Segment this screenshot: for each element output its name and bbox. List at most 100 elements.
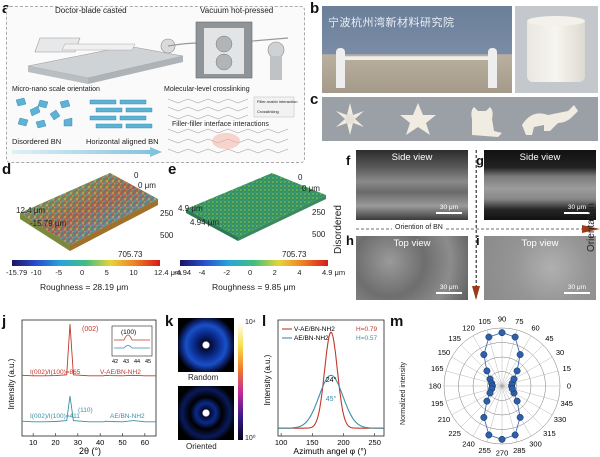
colorbar-tick: -2 bbox=[223, 268, 230, 277]
filler-matrix-tag: Filler-matrix interaction bbox=[257, 99, 298, 104]
fabrication-illustration bbox=[27, 21, 289, 84]
j-xlabel: 2θ (°) bbox=[79, 446, 101, 456]
d-colorbar-ticks: -15.79 -10 -5 0 5 10 12.4 μm bbox=[4, 268, 181, 278]
polar-angle-label: 120 bbox=[462, 323, 475, 332]
d-tick-y705: 705.73 bbox=[118, 250, 143, 259]
xrd-series-line bbox=[21, 323, 156, 377]
panel-label-h: h bbox=[346, 233, 354, 248]
polar-spoke bbox=[460, 385, 503, 428]
panel-label-b: b bbox=[310, 0, 320, 17]
colorbar-tick: 10 bbox=[129, 268, 138, 277]
j-xtick-label: 40 bbox=[96, 438, 104, 447]
d-tick-y250: 250 bbox=[160, 209, 174, 218]
j-peak100: (100) bbox=[121, 329, 136, 336]
l-fwhm2: 45° bbox=[326, 395, 337, 403]
polar-point bbox=[513, 397, 521, 405]
e-tick-y705: 705.73 bbox=[282, 250, 307, 259]
surface-map-d bbox=[20, 173, 158, 251]
colorbar-tick: 12.4 μm bbox=[154, 268, 182, 277]
j-inset-line-bot bbox=[114, 345, 150, 349]
polar-angle-label: 255 bbox=[478, 446, 491, 455]
saxs-random bbox=[178, 318, 234, 372]
polar-spoke bbox=[501, 385, 532, 437]
polar-angle-label: 225 bbox=[448, 429, 461, 438]
colorbar-tick: -10 bbox=[30, 268, 42, 277]
polar-point bbox=[511, 333, 519, 341]
polar-angle-label: 165 bbox=[431, 364, 444, 373]
j-inset-tick: 44 bbox=[134, 359, 140, 365]
panel-label-f: f bbox=[346, 153, 351, 168]
panel-label-g: g bbox=[476, 153, 484, 168]
l-legend2: AE/BN-NH2 bbox=[294, 335, 329, 342]
sem-top-oriented: Top view 30 μm bbox=[484, 236, 596, 300]
panel-label-k: k bbox=[165, 313, 174, 330]
e-zmin: 4.94 μm bbox=[190, 218, 220, 227]
polar-spoke bbox=[472, 335, 503, 387]
d-tick-y500: 500 bbox=[160, 231, 174, 240]
top-view-label: Top view bbox=[393, 238, 431, 249]
polar-angle-label: 300 bbox=[529, 440, 542, 449]
polar-chart: 0153045607590105120135150165180195210225… bbox=[429, 315, 573, 457]
person-left bbox=[336, 48, 345, 88]
film-roll-photo bbox=[515, 6, 598, 93]
polar-angle-label: 15 bbox=[563, 364, 571, 373]
d-zmin: -15.79 μm bbox=[30, 219, 67, 228]
aligned-arrow-icon bbox=[12, 147, 162, 157]
j-xtick-label: 20 bbox=[51, 438, 59, 447]
k-colorbar bbox=[238, 322, 243, 440]
colorbar-tick: -15.79 bbox=[6, 268, 28, 277]
e-tick-y0: 0 bbox=[298, 173, 303, 182]
panel-label-e: e bbox=[168, 161, 177, 178]
colorbar-tick: 2 bbox=[272, 268, 277, 277]
polar-angle-label: 75 bbox=[515, 317, 523, 326]
polar-angle-label: 150 bbox=[438, 348, 451, 357]
polar-angle-label: 105 bbox=[478, 317, 491, 326]
lab-photo bbox=[322, 6, 512, 93]
polar-point bbox=[516, 351, 524, 359]
l-fwhm1: 24° bbox=[326, 376, 337, 384]
polar-angle-label: 210 bbox=[438, 415, 451, 424]
panel-label-d: d bbox=[2, 161, 12, 178]
polar-angle-label: 345 bbox=[560, 399, 573, 408]
j-inset-tick: 42 bbox=[112, 359, 118, 365]
e-colorbar bbox=[180, 260, 328, 266]
polar-spoke bbox=[460, 344, 503, 387]
hot-pressed-title: Vacuum hot-pressed bbox=[200, 6, 274, 15]
sem-top-disordered: Top view 30 μm bbox=[356, 236, 468, 300]
scale-bar: 30 μm bbox=[564, 204, 590, 214]
polar-angle-label: 45 bbox=[545, 334, 553, 343]
side-view-label: Side view bbox=[391, 152, 433, 163]
polar-spoke bbox=[501, 344, 544, 387]
j-xtick-label: 10 bbox=[29, 438, 37, 447]
saxs-oriented bbox=[178, 386, 234, 440]
polar-angle-label: 60 bbox=[531, 323, 539, 332]
institute-sign: 宁波杭州湾新材料研究院 bbox=[328, 16, 455, 29]
j-axes-frame bbox=[21, 319, 157, 437]
j-inset-line-top bbox=[114, 334, 150, 341]
polar-spoke bbox=[501, 335, 532, 387]
crosslink-title: Molecular-level crosslinking bbox=[164, 86, 250, 93]
oriented-label: Oriented bbox=[186, 442, 217, 451]
colorbar-tick: 4 bbox=[297, 268, 302, 277]
filler-interface-title: Filler-filler interface interactions bbox=[172, 121, 269, 128]
d-colorbar bbox=[12, 260, 160, 266]
polar-spoke bbox=[472, 385, 503, 437]
polar-angle-label: 315 bbox=[543, 429, 556, 438]
polar-point bbox=[483, 397, 491, 405]
colorbar-tick: 5 bbox=[104, 268, 109, 277]
polar-point bbox=[508, 385, 516, 393]
disordered-axis-label: Disordered bbox=[333, 205, 344, 254]
orientation-title: Micro-nano scale orientation bbox=[12, 86, 100, 93]
e-colorbar-ticks: -4.94 -4 -2 0 2 4 4.9 μm bbox=[172, 268, 345, 278]
polar-angle-label: 0 bbox=[567, 382, 571, 391]
e-roughness: Roughness = 9.85 μm bbox=[212, 282, 296, 292]
polar-spoke bbox=[501, 385, 544, 428]
colorbar-tick: 4.9 μm bbox=[322, 268, 346, 277]
polar-angle-label: 180 bbox=[429, 382, 442, 391]
bn-orientation-illustration bbox=[15, 97, 153, 129]
d-tick-y0: 0 bbox=[134, 171, 139, 180]
j-peak002: (002) bbox=[82, 326, 98, 333]
d-tick-y0u: 0 μm bbox=[138, 181, 156, 190]
crosslinking-tag: Crosslinking bbox=[257, 109, 279, 114]
colorbar-tick: 0 bbox=[248, 268, 253, 277]
